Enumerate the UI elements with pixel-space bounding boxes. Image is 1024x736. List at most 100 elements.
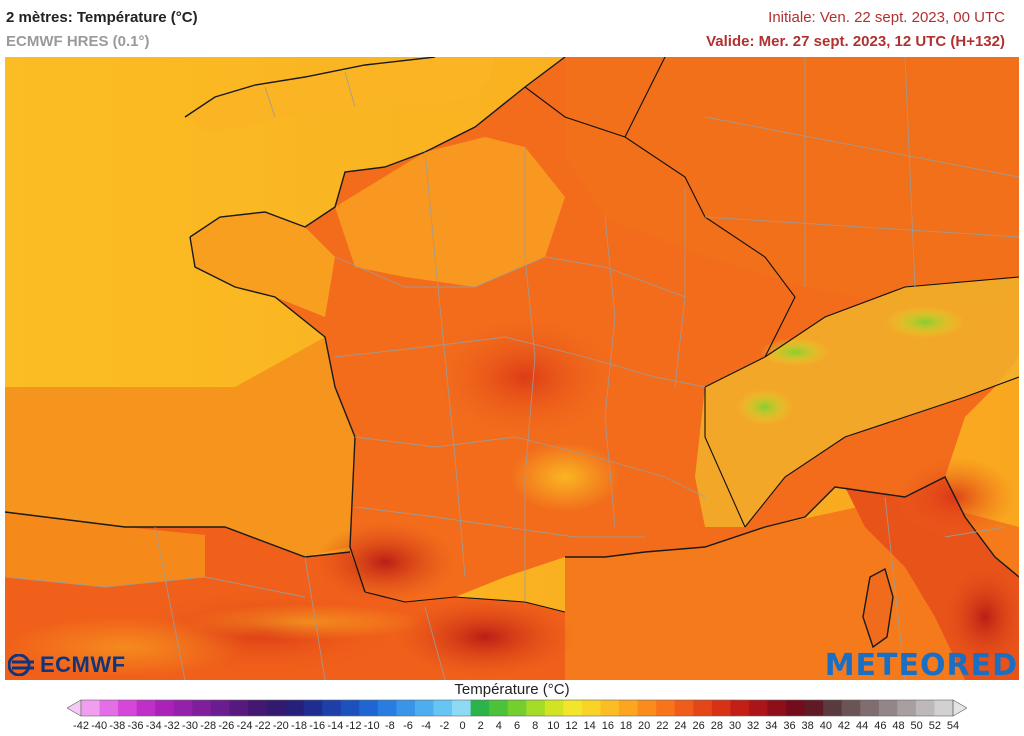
- colorbar-tick-label: 14: [583, 720, 596, 732]
- colorbar-tick-label: -24: [236, 720, 253, 732]
- colorbar-swatch: [489, 700, 509, 716]
- colorbar-tick-label: 46: [874, 720, 887, 732]
- colorbar-swatch: [674, 700, 694, 716]
- colorbar-tick-label: 32: [747, 720, 760, 732]
- colorbar-swatch: [433, 700, 453, 716]
- alps-green-3: [737, 389, 793, 425]
- colorbar-tick-label: 4: [495, 720, 502, 732]
- colorbar-swatch: [247, 700, 268, 716]
- colorbar-swatch: [544, 700, 564, 716]
- colorbar-swatch: [340, 700, 360, 716]
- colorbar-tick-label: -26: [218, 720, 235, 732]
- colorbar-swatch: [229, 700, 249, 716]
- coastlines: [5, 57, 1019, 649]
- colorbar-swatch: [192, 700, 212, 716]
- pyrenees: [185, 604, 425, 640]
- colorbar-swatch: [563, 700, 583, 716]
- colorbar-swatch: [81, 700, 101, 716]
- temperature-map[interactable]: [5, 57, 1019, 680]
- colorbar-swatch: [507, 700, 527, 716]
- colorbar-tick-label: -8: [384, 720, 395, 732]
- colorbar-tick-label: 54: [946, 720, 960, 732]
- map-canvas: [5, 57, 1019, 680]
- colorbar-high-arrow: [952, 699, 967, 717]
- colorbar-tick-label: 26: [692, 720, 705, 732]
- colorbar-swatch: [804, 700, 824, 716]
- legend-title: Température (°C): [454, 681, 570, 698]
- colorbar-swatch: [173, 700, 193, 716]
- colorbar-swatch: [600, 700, 620, 716]
- colorbar-swatch: [786, 700, 806, 716]
- colorbar-tick-label: 10: [547, 720, 560, 732]
- colorbar-tick-label: -38: [109, 720, 126, 732]
- colorbar-tick-label: 50: [910, 720, 923, 732]
- colorbar-swatch: [359, 700, 379, 716]
- alps-green-2: [885, 306, 965, 338]
- colorbar-swatch: [637, 700, 657, 716]
- ecmwf-logo-text: ECMWF: [40, 652, 126, 677]
- colorbar-swatch: [396, 700, 416, 716]
- colorbar-tick-label: 52: [928, 720, 941, 732]
- northeast-spain-hot: [395, 597, 575, 677]
- colorbar-tick-label: -22: [254, 720, 271, 732]
- colorbar-swatch: [303, 700, 323, 716]
- colorbar-tick-label: -30: [182, 720, 198, 732]
- colorbar-swatch: [118, 700, 138, 716]
- colorbar-swatch: [322, 700, 342, 716]
- colorbar-swatch: [915, 700, 935, 716]
- colorbar-tick-label: -20: [272, 720, 289, 732]
- colorbar-swatch: [730, 700, 750, 716]
- alps: [695, 277, 1019, 527]
- colorbar-tick-label: -36: [127, 720, 144, 732]
- colorbar-tick-label: 42: [837, 720, 851, 732]
- biscay-sea: [5, 337, 355, 557]
- colorbar-swatch: [210, 700, 230, 716]
- ecmwf-logo: ECMWF: [8, 652, 126, 678]
- colorbar-swatch: [414, 700, 435, 716]
- spain-plateau: [5, 617, 245, 677]
- colorbar-tick-label: -42: [73, 720, 89, 732]
- colorbar: [67, 699, 967, 717]
- colorbar-tick-label: 34: [765, 720, 778, 732]
- valid-time-label: Valide: Mer. 27 sept. 2023, 12 UTC (H+13…: [706, 33, 1005, 50]
- brittany: [190, 212, 335, 317]
- colorbar-swatch: [452, 700, 472, 716]
- colorbar-tick-label: -40: [91, 720, 108, 732]
- colorbar-tick-label: -14: [327, 720, 344, 732]
- colorbar-tick-label: -6: [403, 720, 413, 732]
- colorbar-swatch: [711, 700, 731, 716]
- colorbar-swatch: [693, 700, 713, 716]
- ecmwf-logo-icon: [8, 654, 34, 676]
- colorbar-swatch: [841, 700, 861, 716]
- colorbar-frame: [80, 699, 954, 717]
- colorbar-tick-label: 38: [801, 720, 814, 732]
- colorbar-swatch: [526, 700, 546, 716]
- colorbar-ticks: -42 -40 -38 -36 -34 -32 -30 -28 -26 -24 -22 -20 -18-…: [67, 720, 967, 736]
- colorbar-tick-label: -34: [145, 720, 162, 732]
- colorbar-swatch: [934, 700, 954, 716]
- colorbar-tick-label: 6: [513, 720, 521, 732]
- colorbar-tick-label: 36: [783, 720, 796, 732]
- colorbar-swatch: [377, 700, 397, 716]
- colorbar-swatch: [860, 700, 880, 716]
- central-france-hot: [435, 317, 615, 437]
- colorbar-tick-label: -32: [163, 720, 180, 732]
- colorbar-swatch: [619, 700, 639, 716]
- colorbar-swatch: [99, 700, 119, 716]
- colorbar-swatch: [136, 700, 156, 716]
- italy-south-hot: [945, 567, 1019, 667]
- colorbar-tick-label: 40: [819, 720, 832, 732]
- colorbar-swatch: [823, 700, 843, 716]
- national-borders: [364, 57, 1019, 613]
- regional-borders: [5, 57, 1019, 680]
- colorbar-tick-label: 44: [856, 720, 869, 732]
- colorbar-low-arrow: [67, 699, 82, 717]
- colorbar-tick-label: -12: [345, 720, 362, 732]
- colorbar-tick-label: 20: [638, 720, 651, 732]
- colorbar-tick-label: 12: [565, 720, 578, 732]
- colorbar-tick-label: 0: [459, 720, 466, 732]
- colorbar-swatch: [748, 700, 768, 716]
- colorbar-tick-label: -4: [421, 720, 432, 732]
- colorbar-tick-label: -28: [200, 720, 217, 732]
- colorbar-tick-label: 16: [601, 720, 614, 732]
